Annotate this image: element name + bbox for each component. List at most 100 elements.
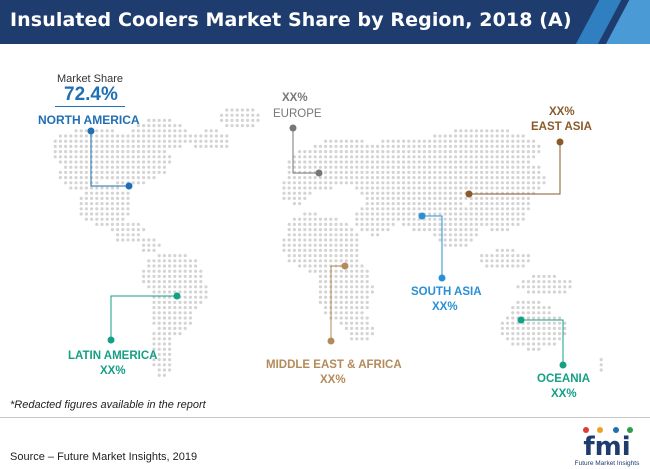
map-dot <box>116 233 120 237</box>
map-dot <box>194 300 198 304</box>
map-dot <box>370 191 374 195</box>
map-dot <box>433 134 437 138</box>
map-dot <box>126 207 130 211</box>
map-dot <box>162 342 166 346</box>
map-dot <box>396 196 400 200</box>
map-dot <box>537 150 541 154</box>
map-dot <box>329 144 333 148</box>
map-dot <box>105 160 109 164</box>
map-dot <box>464 233 468 237</box>
map-dot <box>526 202 531 206</box>
map-dot <box>386 170 390 174</box>
map-dot <box>292 254 296 258</box>
map-dot <box>162 280 166 284</box>
map-dot <box>344 269 348 273</box>
map-dot <box>121 144 125 148</box>
map-dot <box>157 150 161 154</box>
map-dot <box>506 176 510 180</box>
map-dot <box>318 269 322 273</box>
map-dot <box>485 254 489 258</box>
map-dot <box>90 186 94 190</box>
map-dot <box>469 238 473 242</box>
map-dot <box>360 269 364 273</box>
map-dot <box>303 259 307 263</box>
map-dot <box>308 222 312 226</box>
map-dot <box>500 217 504 221</box>
map-dot <box>95 186 99 190</box>
map-dot <box>360 207 364 211</box>
map-dot <box>308 254 312 258</box>
map-dot <box>443 191 447 195</box>
map-dot <box>506 165 510 169</box>
map-dot <box>173 280 177 284</box>
map-dot <box>495 217 499 221</box>
map-dot <box>194 295 198 299</box>
map-dot <box>344 254 348 258</box>
map-dot <box>360 337 364 341</box>
map-dot <box>547 285 551 289</box>
map-dot <box>396 212 400 216</box>
map-dot <box>537 342 541 346</box>
map-dot <box>474 170 478 174</box>
map-dot <box>339 300 343 304</box>
map-dot <box>131 129 135 133</box>
map-dot <box>500 332 504 336</box>
map-dot <box>381 222 385 226</box>
map-dot <box>69 170 73 174</box>
map-dot <box>360 160 364 164</box>
map-dot <box>526 300 531 304</box>
map-dot <box>53 150 57 154</box>
map-dot <box>396 176 400 180</box>
map-dot <box>126 144 130 148</box>
map-dot <box>412 139 416 143</box>
map-dot <box>506 150 510 154</box>
map-dot <box>485 212 489 216</box>
map-dot <box>521 217 525 221</box>
map-dot <box>537 316 541 320</box>
map-dot <box>287 160 291 164</box>
map-dot <box>386 150 390 154</box>
map-dot <box>516 222 520 226</box>
map-dot <box>407 186 411 190</box>
map-dot <box>308 259 312 263</box>
map-dot <box>350 165 354 169</box>
map-dot <box>95 196 99 200</box>
map-dot <box>459 228 463 232</box>
map-dot <box>376 222 380 226</box>
map-dot <box>303 212 307 216</box>
map-dot <box>79 202 83 206</box>
map-dot <box>350 264 354 268</box>
map-dot <box>558 316 562 320</box>
map-dot <box>334 233 338 237</box>
map-dot <box>506 129 510 133</box>
map-dot <box>105 202 109 206</box>
map-dot <box>95 202 99 206</box>
page-title: Insulated Coolers Market Share by Region… <box>10 9 572 31</box>
map-dot <box>428 207 432 211</box>
map-dot <box>324 290 328 294</box>
map-dot <box>121 139 125 143</box>
map-dot <box>183 300 187 304</box>
map-dot <box>313 217 317 221</box>
map-dot <box>147 243 151 247</box>
map-dot <box>303 222 307 226</box>
map-dot <box>298 181 302 185</box>
map-dot <box>417 160 421 164</box>
map-dot <box>516 285 520 289</box>
map-dot <box>136 134 140 138</box>
map-dot <box>355 311 359 315</box>
map-dot <box>282 191 286 195</box>
map-dot <box>391 217 395 221</box>
map-dot <box>454 217 458 221</box>
map-dot <box>542 321 546 325</box>
map-dot <box>74 139 78 143</box>
map-dot <box>365 217 369 221</box>
map-dot <box>79 186 83 190</box>
map-dot <box>95 165 99 169</box>
map-dot <box>168 274 172 278</box>
map-dot <box>116 212 120 216</box>
map-dot <box>360 191 364 195</box>
map-dot <box>147 170 151 174</box>
map-dot <box>303 233 307 237</box>
map-dot <box>485 150 489 154</box>
